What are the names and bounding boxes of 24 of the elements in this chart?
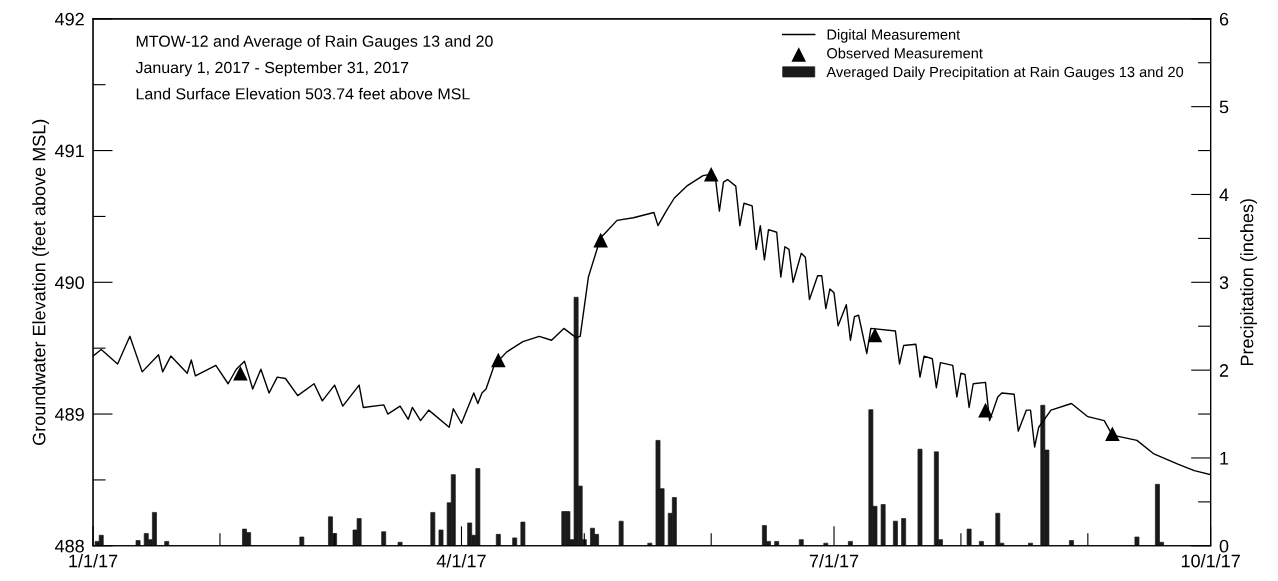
y-tick-label: 491 (55, 144, 84, 158)
annotation: January 1, 2017 - September 31, 2017 (135, 61, 409, 77)
x-tick-label: 1/1/17 (69, 554, 118, 568)
y-tick-label: 492 (55, 12, 84, 26)
y2-tick-label: 4 (1219, 188, 1229, 202)
y2-tick-label: 2 (1219, 364, 1229, 377)
y2-tick-label: 1 (1220, 452, 1229, 465)
y2-tick-label: 3 (1219, 276, 1229, 290)
y2-tick-label: 5 (1219, 100, 1229, 114)
y2-tick-label: 0 (1219, 539, 1229, 553)
y-tick-label: 488 (55, 539, 84, 553)
annotation: MTOW-12 and Average of Rain Gauges 13 and 20 (136, 35, 493, 50)
legend-label: Observed Measurement (827, 47, 983, 59)
y2-axis-title: Precipitation (inches) (1240, 199, 1257, 366)
x-tick-label: 7/1/17 (809, 554, 859, 568)
legend-label: Averaged Daily Precipitation at Rain Gauges 13 and 20 (826, 66, 1184, 81)
y2-tick-label: 6 (1219, 12, 1229, 26)
legend-label: Digital Measurement (827, 29, 961, 43)
x-tick-label: 4/1/17 (436, 554, 486, 568)
y-axis-title: Groundwater Elevation (feet above MSL) (32, 119, 50, 445)
annotation: Land Surface Elevation 503.74 feet above MSL (136, 87, 470, 100)
y-tick-label: 489 (55, 407, 84, 421)
y-tick-label: 490 (55, 276, 84, 290)
x-tick-label: 10/1/17 (1181, 554, 1240, 568)
